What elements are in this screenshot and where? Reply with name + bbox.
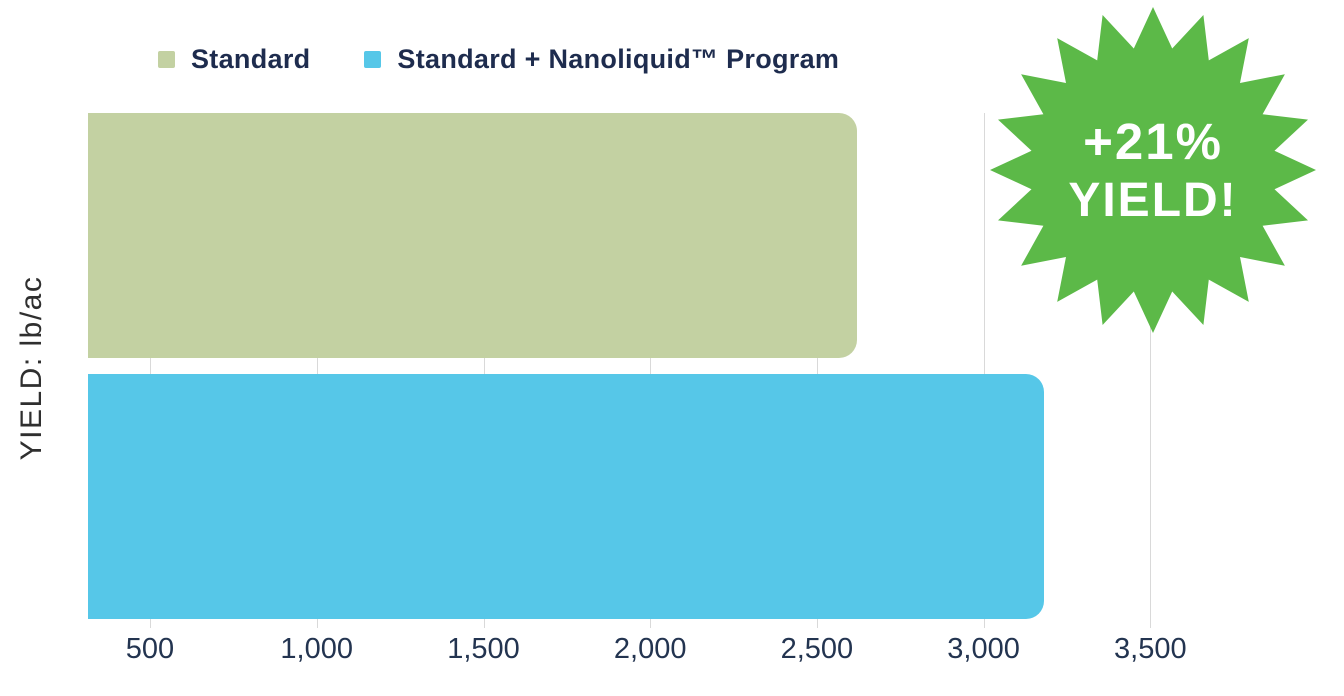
legend-label-nanoliquid: Standard + Nanoliquid™ Program bbox=[397, 44, 840, 74]
badge-percent-text: +21% bbox=[1083, 112, 1223, 170]
gridline bbox=[650, 113, 652, 628]
bar-nanoliquid bbox=[88, 374, 1044, 619]
y-axis-title: YIELD: lb/ac bbox=[15, 275, 48, 461]
legend-item-standard: Standard bbox=[158, 44, 310, 75]
legend-swatch-standard bbox=[158, 51, 175, 68]
yield-increase-badge: +21% YIELD! bbox=[985, 2, 1321, 338]
gridline bbox=[983, 113, 985, 628]
plot-area bbox=[88, 113, 1217, 628]
legend-swatch-nanoliquid bbox=[364, 51, 382, 68]
gridline bbox=[816, 113, 818, 628]
x-tick-label: 1,000 bbox=[280, 633, 353, 665]
x-tick-label: 2,500 bbox=[780, 633, 854, 665]
x-tick-label: 3,000 bbox=[947, 633, 1020, 665]
gridline bbox=[150, 113, 151, 628]
badge-text: +21% YIELD! bbox=[985, 2, 1321, 338]
legend-item-nanoliquid: Standard + Nanoliquid™ Program bbox=[364, 44, 839, 75]
legend: Standard Standard + Nanoliquid™ Program bbox=[158, 44, 839, 75]
badge-yield-text: YIELD! bbox=[1068, 173, 1238, 227]
gridline bbox=[483, 113, 485, 628]
x-tick-label: 3,500 bbox=[1114, 633, 1187, 665]
x-tick-label: 500 bbox=[125, 633, 175, 665]
x-tick-label: 2,000 bbox=[613, 633, 687, 665]
bar-standard bbox=[88, 113, 857, 358]
gridline bbox=[316, 113, 318, 628]
x-tick-label: 1,500 bbox=[447, 633, 520, 665]
x-axis-ticks: 500 1,000 1,500 2,000 2,500 3,000 3,500 bbox=[0, 633, 1344, 673]
starburst-icon bbox=[990, 7, 1316, 333]
gridline bbox=[1150, 113, 1152, 628]
legend-label-standard: Standard bbox=[191, 44, 311, 74]
